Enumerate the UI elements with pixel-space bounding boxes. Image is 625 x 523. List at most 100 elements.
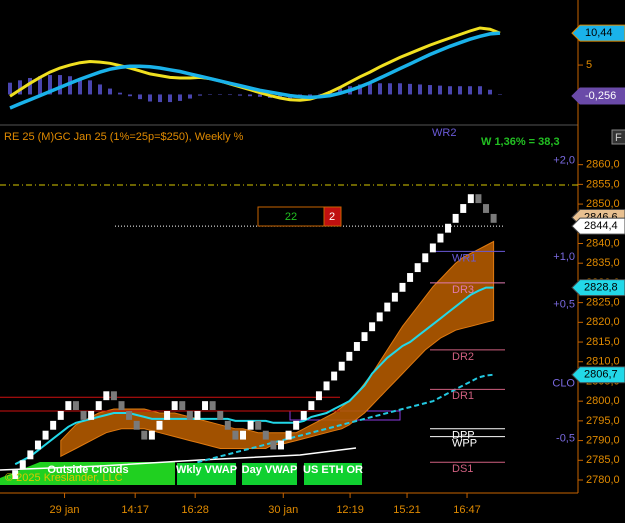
price-tag [571, 279, 625, 297]
brick-up [57, 411, 64, 420]
pivot-label: DS1 [452, 463, 473, 475]
x-tick-label: 12:19 [336, 504, 364, 516]
chart-title: RE 25 (M)GC Jan 25 (1%=25p=$250), Weekly… [4, 131, 244, 143]
brick-up [331, 371, 338, 381]
brick-up [194, 411, 201, 420]
pivot-label: WR1 [452, 252, 476, 264]
y-tick-label: 2815,0 [586, 336, 620, 348]
histogram-bar [358, 84, 362, 95]
brick-down [224, 420, 231, 430]
brick-up [50, 420, 57, 430]
histogram-bar [138, 94, 142, 100]
brick-down [80, 411, 87, 420]
histogram-bar [58, 75, 62, 95]
brick-up [156, 420, 163, 430]
x-tick-label: 29 jan [50, 504, 80, 516]
y-tick-label: 2835,0 [586, 257, 620, 269]
histogram-bar [78, 77, 82, 95]
toolbar-button[interactable] [177, 463, 236, 485]
brick-up [277, 440, 284, 450]
price-tag-label: -0,256 [585, 90, 616, 102]
histogram-bar [188, 94, 192, 99]
toolbar-button[interactable] [304, 463, 362, 485]
brick-down [72, 401, 79, 411]
histogram-bar [418, 84, 422, 95]
price-tag-label: 2844,4 [584, 220, 618, 232]
y-tick-label: 2785,0 [586, 454, 620, 466]
histogram-bar [258, 94, 262, 97]
brick-down [133, 420, 140, 430]
histogram-bar [108, 88, 112, 95]
toolbar-button-label: Day VWAP [242, 464, 298, 476]
cloud [60, 240, 495, 458]
brick-up [323, 381, 330, 391]
brick-up [247, 420, 254, 430]
brick-up [285, 430, 292, 440]
brick-up [422, 253, 429, 263]
brick-up [95, 401, 102, 411]
histogram-bar [178, 94, 182, 101]
brick-up [391, 292, 398, 302]
x-tick-label: 15:21 [393, 504, 421, 516]
brick-up [414, 263, 421, 273]
copyright: © 2025 Kreslander, LLC [5, 472, 123, 484]
pct-label: +2,0 [553, 155, 575, 167]
brick-down [490, 213, 497, 223]
histogram-bar [468, 86, 472, 95]
brick-down [118, 401, 125, 411]
brick-up [88, 411, 95, 420]
histogram-bar [168, 94, 172, 103]
counter-up: 22 [285, 211, 297, 223]
brick-up [42, 430, 49, 440]
brick-up [34, 440, 41, 450]
toolbar-button[interactable] [242, 463, 297, 485]
brick-up [164, 411, 171, 420]
y-tick-label: 2850,0 [586, 198, 620, 210]
brick-up [467, 194, 474, 204]
histogram-bar [198, 94, 202, 96]
pct-label: +0,5 [553, 298, 575, 310]
histogram-bar [438, 85, 442, 95]
brick-down [179, 401, 186, 411]
histogram-bar [428, 85, 432, 95]
brick-up [300, 411, 307, 420]
pct-label: CLO [552, 377, 575, 389]
brick-up [437, 233, 444, 243]
toolbar-button-label: US ETH OR [303, 464, 363, 476]
histogram-bar [398, 83, 402, 95]
histogram-bar [318, 93, 322, 95]
y-tick-label: 2825,0 [586, 297, 620, 309]
y-tick-label: 2820,0 [586, 316, 620, 328]
counter-box-down [323, 206, 342, 227]
histogram-bar [118, 92, 122, 95]
toolbar-button-label: Outside Clouds [47, 464, 128, 476]
vwap-line [0, 447, 357, 471]
brick-down [126, 411, 133, 420]
pct-label: -0,5 [556, 433, 575, 445]
brick-up [384, 302, 391, 312]
histogram-bar [98, 84, 102, 95]
y-tick-label: 2810,0 [586, 356, 620, 368]
pct-label: +1,0 [553, 251, 575, 263]
price-tag [571, 24, 625, 42]
histogram-bar [478, 86, 482, 95]
brick-up [171, 401, 178, 411]
brick-up [361, 332, 368, 342]
pivot-label: DR2 [452, 351, 474, 363]
brick-down [209, 401, 216, 411]
histogram-bar [378, 83, 382, 95]
brick-up [429, 243, 436, 253]
brick-up [293, 420, 300, 430]
brick-up [399, 282, 406, 292]
histogram-bar [38, 76, 42, 95]
level-title: WR2 [432, 127, 456, 139]
x-tick-label: 16:47 [453, 504, 481, 516]
menu-button[interactable] [611, 129, 625, 145]
histogram-bar [28, 77, 32, 95]
histogram-bar [8, 82, 12, 95]
brick-up [12, 470, 19, 479]
toolbar-button-label: Wkly VWAP [176, 464, 237, 476]
annotation: W 1,36% = 38,3 [481, 136, 560, 148]
brick-down [475, 194, 482, 204]
brick-up [353, 342, 360, 351]
